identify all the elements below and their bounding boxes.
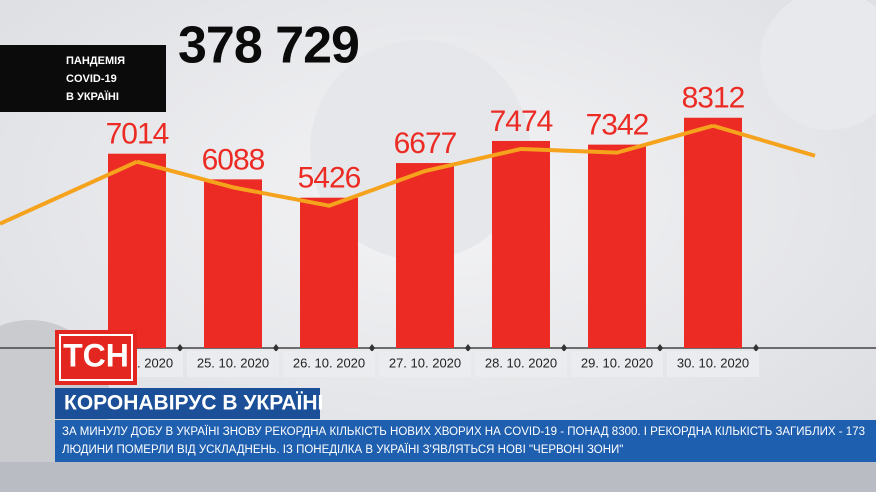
axis-tick — [369, 344, 375, 352]
axis-tick — [753, 344, 759, 352]
label-line: ПАНДЕМІЯ — [66, 55, 125, 67]
date-box — [379, 351, 471, 377]
trend-line — [136, 123, 714, 208]
date-box — [475, 351, 567, 377]
logo-frame — [59, 334, 133, 381]
value-label: 7474 — [490, 105, 553, 138]
bar — [108, 153, 166, 348]
value-label: 5426 — [298, 162, 361, 195]
bar — [300, 197, 358, 348]
ticker-band — [55, 420, 876, 462]
x-tick-label: 25. 10. 2020 — [197, 355, 269, 370]
value-label: 7342 — [586, 109, 649, 142]
bar — [588, 144, 646, 348]
trend-extension — [712, 123, 816, 158]
virus-shape — [310, 40, 530, 260]
date-box — [667, 351, 759, 377]
logo-box — [55, 330, 137, 385]
x-tick-label: 27. 10. 2020 — [389, 355, 461, 370]
trend-extension — [0, 159, 138, 226]
date-box — [283, 351, 375, 377]
bar — [204, 179, 262, 348]
bar — [684, 117, 742, 348]
date-box — [187, 351, 279, 377]
ticker-line: ЗА МИНУЛУ ДОБУ В УКРАЇНІ ЗНОВУ РЕКОРДНА … — [62, 426, 865, 438]
x-tick-label: 26. 10. 2020 — [293, 355, 365, 370]
date-box — [571, 351, 663, 377]
value-label: 7014 — [106, 118, 169, 151]
axis-tick — [273, 344, 279, 352]
logo: ТСН — [63, 337, 129, 373]
total: 378 729 — [178, 17, 359, 75]
axis-tick — [177, 344, 183, 352]
headline: КОРОНАВІРУС В УКРАЇНІ — [64, 392, 323, 415]
bar — [492, 140, 550, 348]
x-tick-label: 28. 10. 2020 — [485, 355, 557, 370]
value-label: 6677 — [394, 127, 457, 160]
label-box — [0, 45, 166, 112]
value-label: 6088 — [202, 143, 265, 176]
label-line: COVID-19 — [66, 73, 117, 85]
x-tick-label: 29. 10. 2020 — [581, 355, 653, 370]
value-label: 8312 — [682, 82, 745, 115]
ticker-line: ЛЮДИНИ ПОМЕРЛИ ВІД УСКЛАДНЕНЬ. ІЗ ПОНЕДІ… — [62, 444, 623, 456]
bar — [396, 163, 454, 348]
headline-box — [55, 388, 320, 419]
axis-tick — [561, 344, 567, 352]
virus-shape — [760, 0, 876, 130]
axis-tick — [657, 344, 663, 352]
x-tick-label: 30. 10. 2020 — [677, 355, 749, 370]
bottom-strip — [0, 462, 876, 492]
axis-tick — [465, 344, 471, 352]
label-line: В УКРАЇНІ — [66, 90, 119, 103]
